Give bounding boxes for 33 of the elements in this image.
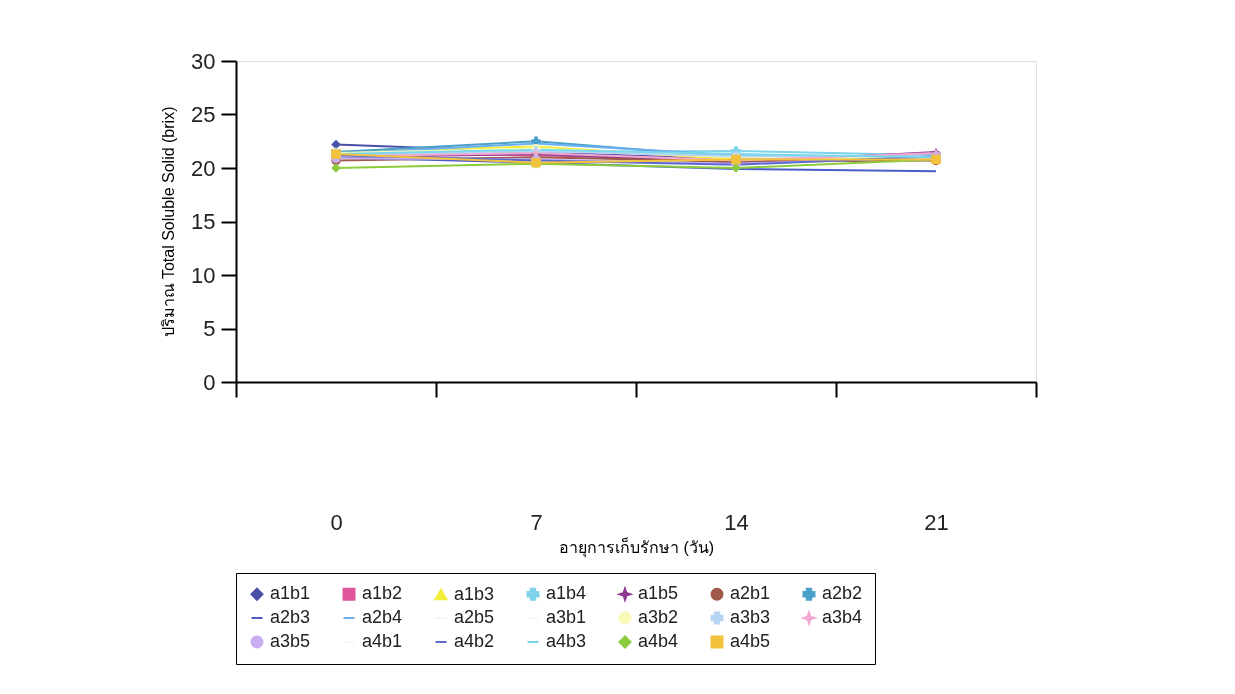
legend-label: a3b2 [638,607,679,627]
y-tick-label: 20 [191,155,216,181]
legend-label: a3b4 [822,607,863,627]
legend-label: a4b3 [546,631,587,651]
legend-label: a4b4 [638,631,679,651]
legend-label: a1b2 [362,583,403,604]
legend-label: a4b5 [730,631,771,651]
legend-label: a4b2 [454,631,495,651]
legend-label: a2b2 [822,583,863,604]
y-tick-label: 0 [203,369,216,395]
legend-label: a1b4 [546,583,587,604]
x-tick-label: 0 [330,509,343,535]
legend-label: a2b4 [362,607,403,627]
legend-label: a2b1 [730,583,771,604]
legend-label: a1b3 [454,583,495,604]
y-tick-label: 5 [203,316,216,341]
y-tick-label: 15 [191,209,216,234]
x-tick-label: 14 [724,509,749,535]
legend-label: a1b1 [270,583,311,604]
y-axis-title: ปริมาณ Total Soluble Solid (brix) [160,106,178,338]
legend-label: a4b1 [362,631,403,651]
legend-label: a2b3 [270,607,311,627]
legend-label: a3b1 [546,607,587,627]
y-tick-label: 25 [191,102,216,127]
x-tick-label: 7 [530,509,543,535]
legend-label: a3b3 [730,607,771,627]
x-axis-title: อายุการเก็บรักษา (วัน) [558,536,715,558]
x-tick-label: 21 [924,509,949,535]
y-tick-label: 10 [191,262,216,288]
legend-label: a3b5 [270,631,311,651]
y-tick-label: 30 [191,48,216,74]
legend-label: a2b5 [454,607,495,627]
legend-label: a1b5 [638,583,679,604]
